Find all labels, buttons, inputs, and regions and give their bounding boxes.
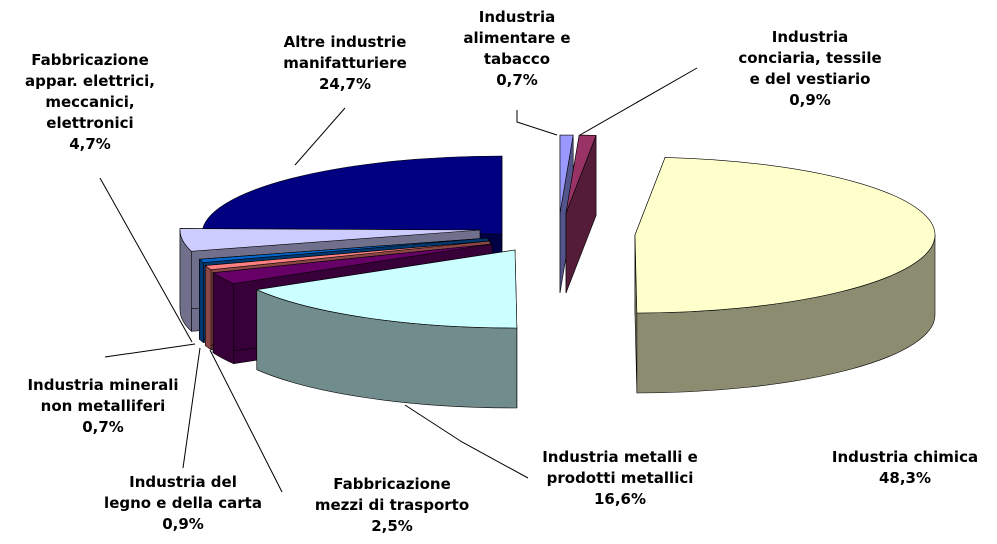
slice-label: appar. elettrici, <box>25 72 155 90</box>
slice-label: Fabbricazione <box>333 475 451 493</box>
leader-line <box>104 343 196 358</box>
slice-top <box>179 228 481 252</box>
slice-side <box>204 264 212 351</box>
slice-top <box>565 134 597 214</box>
value-label: 4,7% <box>69 135 111 153</box>
leader-line <box>516 110 558 136</box>
slice-top <box>204 240 491 271</box>
slice-label: mezzi di trasporto <box>315 496 469 514</box>
slice-top <box>201 155 503 235</box>
slice-label: conciaria, tessile <box>738 49 881 67</box>
slice <box>634 157 936 394</box>
value-label: 0,7% <box>496 71 538 89</box>
leader-line <box>182 347 201 469</box>
slice-top <box>212 243 493 285</box>
slice-label: Altre industrie <box>284 33 407 51</box>
leader-line <box>99 177 193 343</box>
pie <box>179 134 936 409</box>
slice-top <box>255 249 518 329</box>
slice-top <box>634 157 936 314</box>
value-label: 48,3% <box>879 469 931 487</box>
slice-label: Industria chimica <box>832 448 978 466</box>
slice-label: elettronici <box>46 114 133 132</box>
slice-label: Industria minerali <box>27 376 178 394</box>
leader-line <box>579 67 698 136</box>
slice-label: Fabbricazione <box>31 51 149 69</box>
slice-label: alimentare e <box>463 29 570 47</box>
slice-label: e del vestiario <box>750 70 871 88</box>
slice-label: legno e della carta <box>104 494 262 512</box>
leader-line <box>404 404 529 479</box>
value-label: 16,6% <box>594 490 646 508</box>
slice-label: manifatturiere <box>283 54 407 72</box>
leader-line <box>294 107 346 166</box>
slice-top <box>198 237 489 263</box>
slice-label: meccanici, <box>45 93 134 111</box>
value-label: 24,7% <box>319 75 371 93</box>
value-label: 0,7% <box>82 418 124 436</box>
slice-label: tabacco <box>484 50 550 68</box>
leader-lines <box>99 67 698 493</box>
slice-side <box>212 272 235 365</box>
value-label: 2,5% <box>371 517 413 535</box>
leader-line <box>209 349 283 493</box>
value-label: 0,9% <box>789 91 831 109</box>
slice-side <box>199 258 204 344</box>
slice-label: Industria <box>479 8 555 26</box>
slice-label: Industria <box>772 28 848 46</box>
slice-label: Industria metalli e <box>542 448 698 466</box>
slice-label: non metalliferi <box>41 397 166 415</box>
slice <box>565 134 597 294</box>
value-label: 0,9% <box>162 515 204 533</box>
slice-top <box>559 134 574 214</box>
slice-label: Industria del <box>129 473 237 491</box>
slice-label: prodotti metallici <box>547 469 694 487</box>
slice <box>255 249 518 409</box>
labels: Industria alimentare e tabacco 0,7% Industri… <box>25 8 978 535</box>
